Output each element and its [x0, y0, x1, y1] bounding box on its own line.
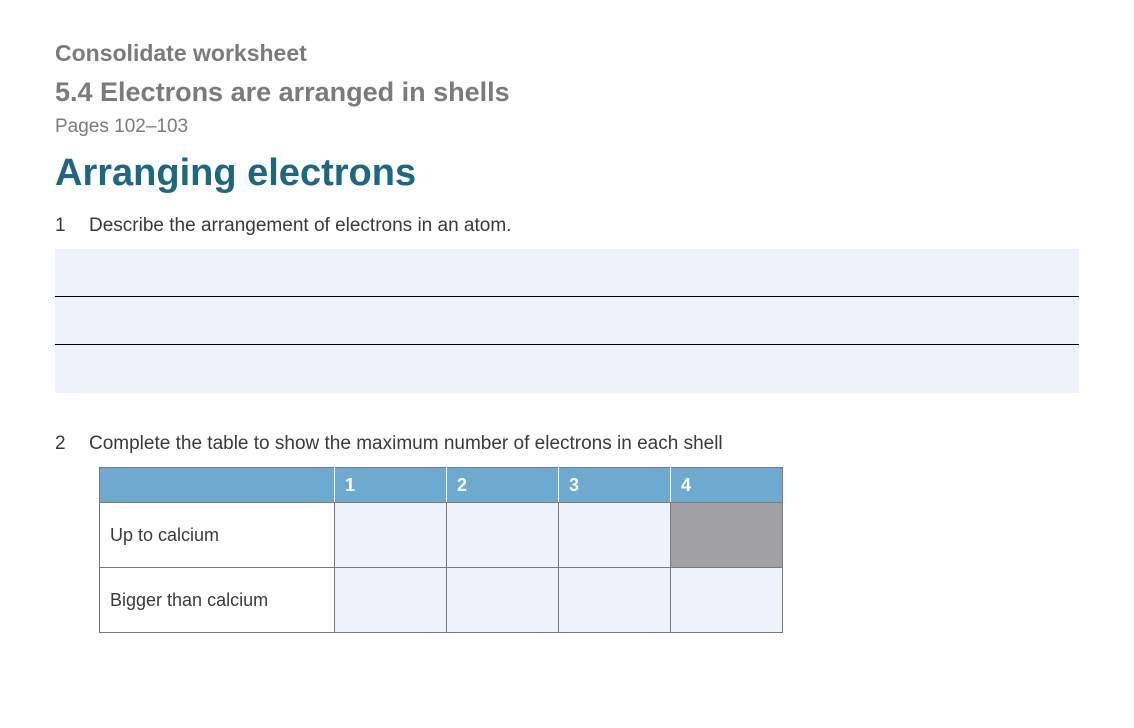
worksheet-chapter: 5.4 Electrons are arranged in shells — [55, 77, 1079, 108]
question-text: Describe the arrangement of electrons in… — [89, 215, 511, 237]
answer-cell[interactable] — [335, 503, 447, 568]
answer-line[interactable] — [55, 297, 1079, 345]
table-col-header: 4 — [671, 468, 783, 503]
answer-line[interactable] — [55, 345, 1079, 393]
row-label: Up to calcium — [100, 503, 335, 568]
answer-cell[interactable] — [447, 503, 559, 568]
answer-line[interactable] — [55, 249, 1079, 297]
answer-area-q1 — [55, 249, 1079, 393]
table-col-header: 2 — [447, 468, 559, 503]
table-row: Bigger than calcium — [100, 568, 783, 633]
table-header-row: 1 2 3 4 — [100, 468, 783, 503]
blocked-cell — [671, 503, 783, 568]
question-2: 2 Complete the table to show the maximum… — [55, 433, 1079, 455]
answer-cell[interactable] — [559, 503, 671, 568]
table-row: Up to calcium — [100, 503, 783, 568]
answer-cell[interactable] — [335, 568, 447, 633]
row-label: Bigger than calcium — [100, 568, 335, 633]
answer-cell[interactable] — [671, 568, 783, 633]
answer-cell[interactable] — [447, 568, 559, 633]
worksheet-pages: Pages 102–103 — [55, 116, 1079, 138]
table-corner-cell — [100, 468, 335, 503]
table-col-header: 3 — [559, 468, 671, 503]
answer-cell[interactable] — [559, 568, 671, 633]
worksheet-pretitle: Consolidate worksheet — [55, 40, 1079, 67]
question-text: Complete the table to show the maximum n… — [89, 433, 723, 455]
question-number: 1 — [55, 215, 89, 237]
shells-table: 1 2 3 4 Up to calciumBigger than calcium — [99, 467, 783, 633]
question-number: 2 — [55, 433, 89, 455]
question-1: 1 Describe the arrangement of electrons … — [55, 215, 1079, 237]
table-col-header: 1 — [335, 468, 447, 503]
worksheet-title: Arranging electrons — [55, 152, 1079, 195]
